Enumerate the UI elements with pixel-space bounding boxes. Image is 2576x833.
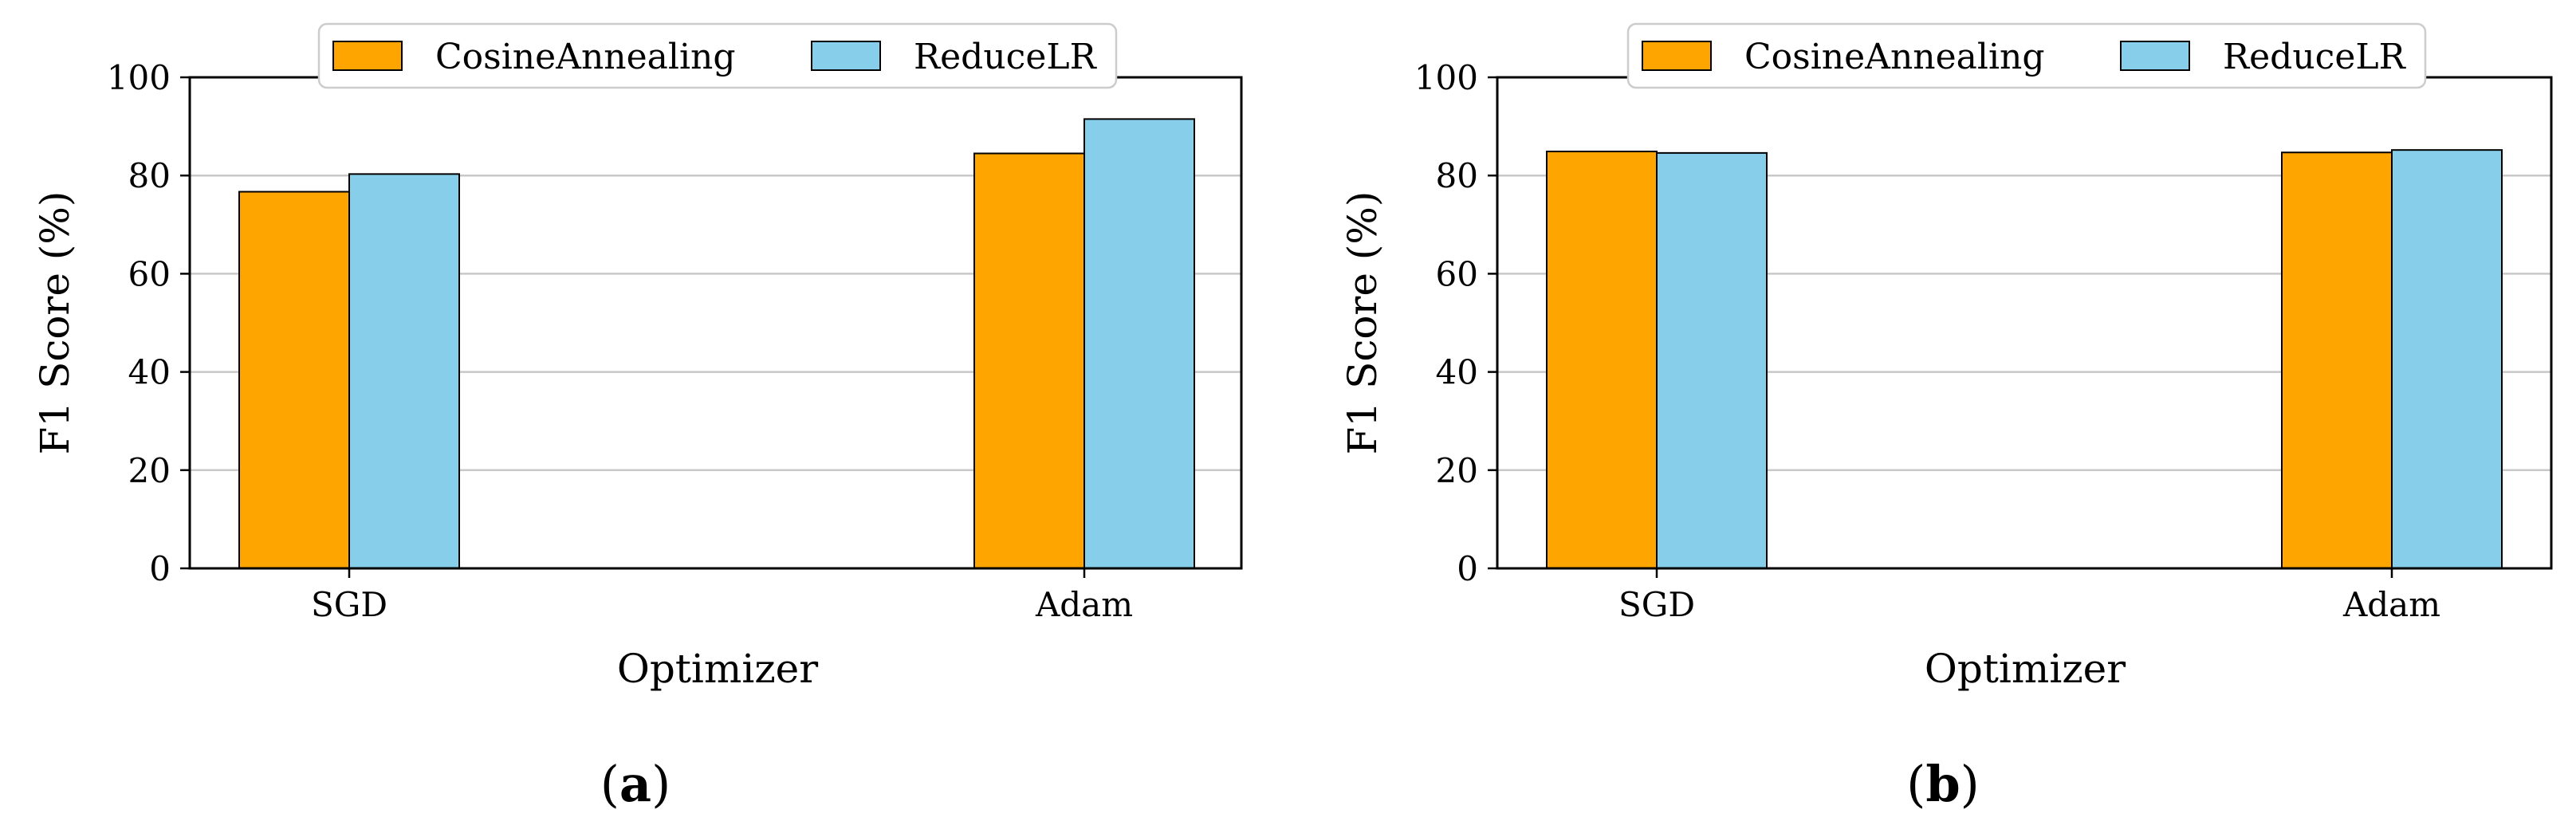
y-tick-label: 80: [128, 156, 171, 195]
y-tick-label: 0: [149, 549, 171, 588]
x-tick-label: Adam: [1035, 585, 1133, 624]
y-tick-label: 20: [128, 451, 171, 490]
y-tick-label: 40: [1436, 353, 1478, 392]
y-tick-label: 0: [1457, 549, 1478, 588]
bar-reducelr-sgd: [348, 173, 460, 570]
panel-caption: (b): [1906, 755, 1980, 813]
legend-label-cosineannealing: CosineAnnealing: [1744, 37, 2045, 77]
legend: CosineAnnealing ReduceLR: [1626, 22, 2427, 89]
x-tick-label: SGD: [311, 585, 387, 624]
y-tick-label: 40: [128, 353, 171, 392]
y-tick-label: 60: [1436, 254, 1478, 293]
chart-panel-b: 0 20 40 60 80 100 SGD Adam Optimizer F1 Score (%)…: [1339, 22, 2553, 813]
bar-cosineannealing-sgd: [1546, 151, 1658, 570]
x-axis-label: Optimizer: [617, 646, 818, 692]
legend-swatch-reducelr: [2120, 41, 2190, 71]
legend: CosineAnnealing ReduceLR: [317, 22, 1118, 89]
legend-box: [317, 22, 1118, 89]
y-tick-label: 20: [1436, 451, 1478, 490]
legend-label-reducelr: ReduceLR: [914, 37, 1098, 77]
legend-label-cosineannealing: CosineAnnealing: [435, 37, 736, 77]
y-axis-label: F1 Score (%): [32, 191, 78, 455]
legend-swatch-reducelr: [811, 41, 881, 71]
panel-caption: (a): [600, 755, 671, 813]
chart-panel-a: 0 20 40 60 80 100 SGD Adam Optimizer F1 Score (%)…: [32, 22, 1243, 813]
legend-box: [1626, 22, 2427, 89]
bar-cosineannealing-adam: [2281, 151, 2393, 570]
y-tick-label: 100: [1414, 58, 1478, 97]
bar-reducelr-sgd: [1656, 151, 1768, 569]
bar-reducelr-adam: [2391, 149, 2503, 569]
x-tick-label: Adam: [2342, 585, 2440, 624]
legend-label-reducelr: ReduceLR: [2223, 37, 2407, 77]
x-axis-label: Optimizer: [1925, 646, 2126, 692]
bar-cosineannealing-adam: [973, 152, 1085, 570]
y-axis-label: F1 Score (%): [1339, 191, 1386, 455]
bar-cosineannealing-sgd: [238, 191, 350, 569]
x-tick-label: SGD: [1618, 585, 1695, 624]
legend-swatch-cosineannealing: [1642, 41, 1712, 71]
bar-reducelr-adam: [1083, 118, 1195, 570]
y-tick-label: 100: [107, 58, 171, 97]
legend-swatch-cosineannealing: [332, 41, 403, 71]
y-tick-label: 80: [1436, 156, 1478, 195]
y-tick-label: 60: [128, 254, 171, 293]
